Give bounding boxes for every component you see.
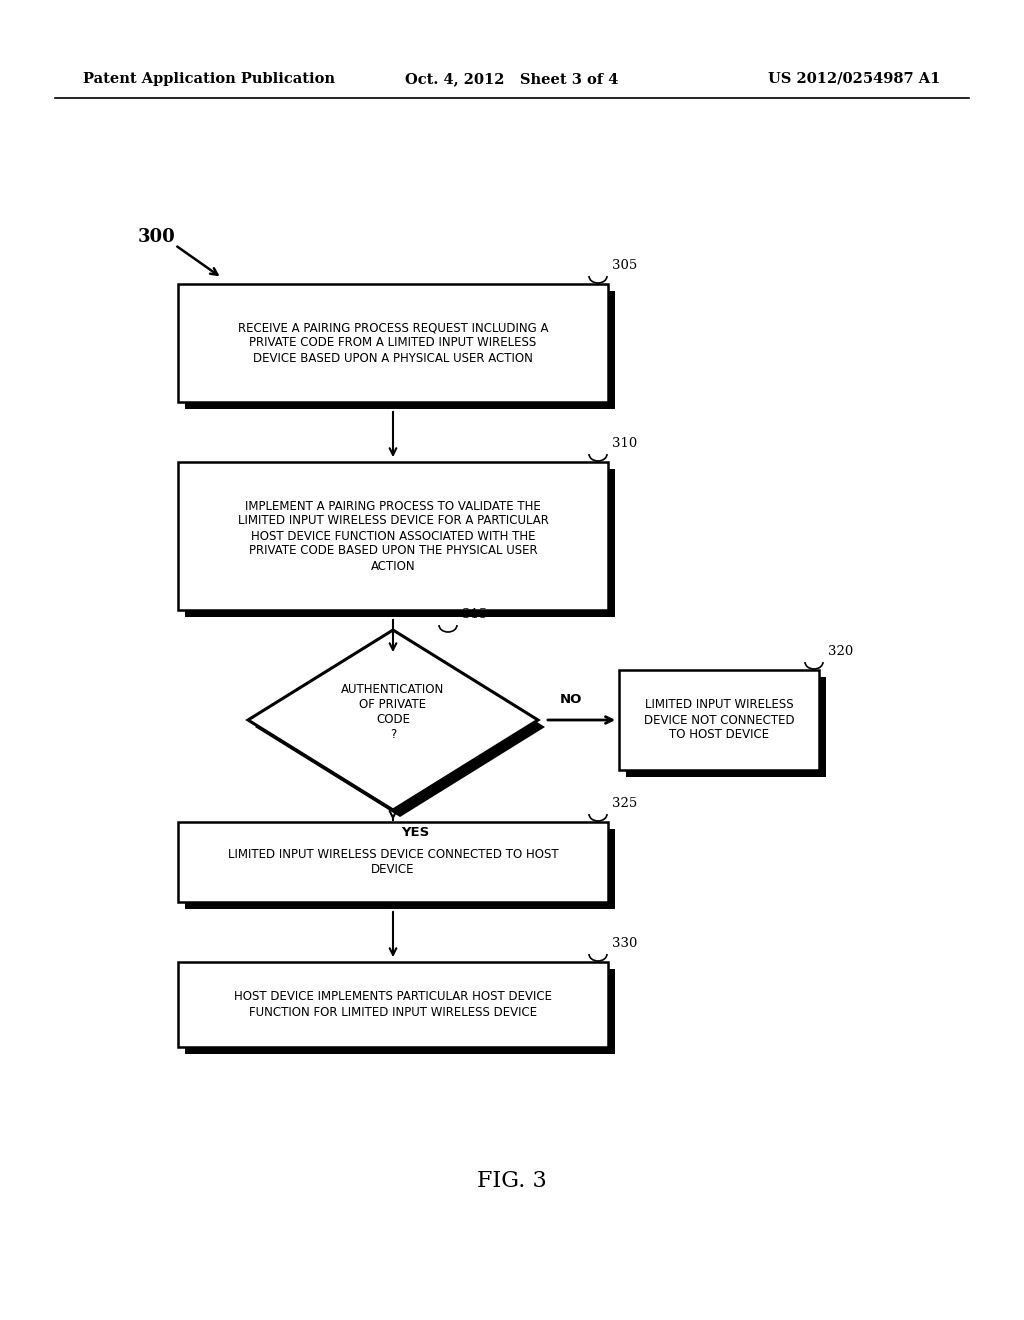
- Text: 310: 310: [612, 437, 637, 450]
- Text: 330: 330: [612, 937, 637, 950]
- Text: US 2012/0254987 A1: US 2012/0254987 A1: [768, 73, 940, 86]
- Bar: [185, 469, 615, 616]
- Text: LIMITED INPUT WIRELESS
DEVICE NOT CONNECTED
TO HOST DEVICE: LIMITED INPUT WIRELESS DEVICE NOT CONNEC…: [644, 698, 795, 742]
- Bar: [178, 822, 608, 902]
- Bar: [618, 671, 819, 770]
- Bar: [185, 969, 615, 1053]
- Bar: [178, 462, 608, 610]
- Text: NO: NO: [560, 693, 583, 706]
- Text: Patent Application Publication: Patent Application Publication: [83, 73, 335, 86]
- Text: AUTHENTICATION
OF PRIVATE
CODE
?: AUTHENTICATION OF PRIVATE CODE ?: [341, 682, 444, 741]
- Text: 320: 320: [828, 645, 853, 657]
- Text: FIG. 3: FIG. 3: [477, 1170, 547, 1192]
- Text: LIMITED INPUT WIRELESS DEVICE CONNECTED TO HOST
DEVICE: LIMITED INPUT WIRELESS DEVICE CONNECTED …: [227, 847, 558, 876]
- Text: 305: 305: [612, 259, 637, 272]
- Bar: [185, 290, 615, 409]
- Text: 315: 315: [462, 609, 487, 620]
- Polygon shape: [255, 638, 545, 817]
- Text: HOST DEVICE IMPLEMENTS PARTICULAR HOST DEVICE
FUNCTION FOR LIMITED INPUT WIRELES: HOST DEVICE IMPLEMENTS PARTICULAR HOST D…: [234, 990, 552, 1019]
- Text: YES: YES: [401, 826, 429, 840]
- Text: RECEIVE A PAIRING PROCESS REQUEST INCLUDING A
PRIVATE CODE FROM A LIMITED INPUT : RECEIVE A PAIRING PROCESS REQUEST INCLUD…: [238, 322, 548, 364]
- Bar: [185, 829, 615, 909]
- Bar: [626, 677, 826, 777]
- Text: 325: 325: [612, 797, 637, 810]
- Polygon shape: [248, 630, 538, 810]
- Text: 300: 300: [138, 228, 176, 246]
- Text: IMPLEMENT A PAIRING PROCESS TO VALIDATE THE
LIMITED INPUT WIRELESS DEVICE FOR A : IMPLEMENT A PAIRING PROCESS TO VALIDATE …: [238, 499, 549, 573]
- Text: Oct. 4, 2012   Sheet 3 of 4: Oct. 4, 2012 Sheet 3 of 4: [406, 73, 618, 86]
- Bar: [178, 962, 608, 1047]
- Bar: [178, 284, 608, 403]
